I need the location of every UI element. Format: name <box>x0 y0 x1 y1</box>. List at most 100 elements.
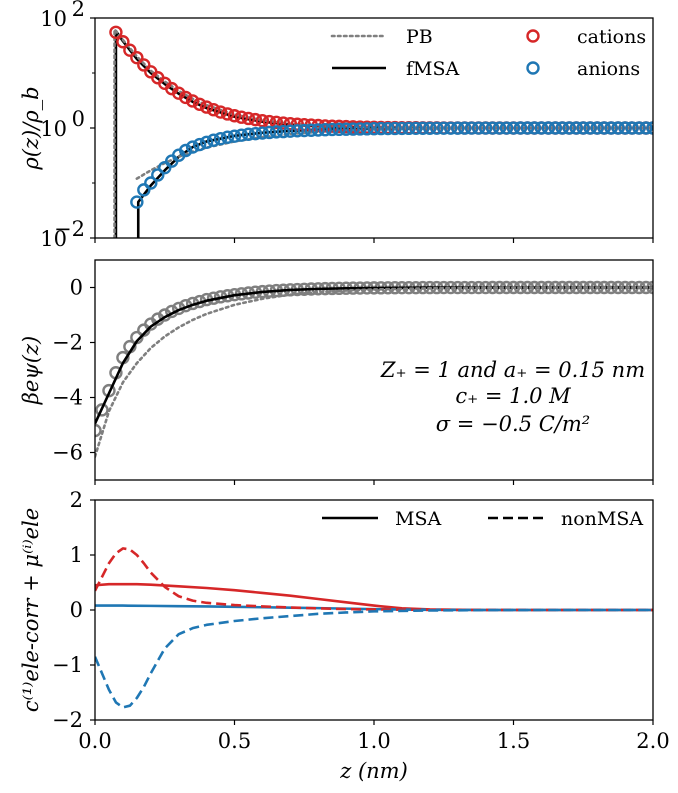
data-point <box>95 403 109 417</box>
data-point <box>506 121 521 135</box>
data-point <box>158 160 172 175</box>
data-point <box>555 121 570 135</box>
x-tick-label: 1.5 <box>497 729 530 753</box>
plot-area <box>95 280 653 458</box>
legend-swatch-anions <box>526 61 540 75</box>
legend-label-anions: anions <box>577 58 640 80</box>
legend-label-fmsa: fMSA <box>406 58 460 80</box>
data-point <box>590 121 604 135</box>
data-point <box>206 133 221 147</box>
data-point <box>283 116 297 131</box>
annotation: Z₊ = 1 and a₊ = 0.15 nmc₊ = 1.0 M σ = −0.… <box>380 358 645 436</box>
data-point <box>123 43 137 57</box>
legend-swatch-cations <box>526 29 540 43</box>
y-tick-label: 0 <box>70 276 83 300</box>
data-point <box>199 100 214 114</box>
data-point <box>192 97 207 111</box>
data-point <box>451 121 465 135</box>
data-point <box>478 121 493 135</box>
data-point <box>311 123 325 137</box>
data-point <box>95 423 102 438</box>
data-point <box>199 135 214 149</box>
data-point <box>213 105 228 119</box>
data-point <box>367 122 381 136</box>
data-point <box>248 112 263 127</box>
data-point <box>339 122 353 136</box>
data-point <box>297 123 311 138</box>
data-point <box>534 121 549 135</box>
y-tick-label: −2 <box>52 331 83 355</box>
data-point <box>185 140 200 154</box>
data-point <box>646 121 653 135</box>
x-tick-label: 0.5 <box>218 729 251 753</box>
data-point <box>485 121 500 135</box>
data-point <box>241 127 256 141</box>
annotation-line: c₊ = 1.0 M <box>455 384 571 408</box>
data-point <box>520 121 535 135</box>
data-point <box>269 125 284 139</box>
data-point <box>220 130 235 144</box>
legend: PB fMSA cations anions <box>330 26 646 80</box>
data-point <box>262 125 277 140</box>
y-tick-label: −6 <box>52 441 83 465</box>
data-point <box>248 126 263 141</box>
data-point <box>192 137 207 152</box>
data-point <box>178 143 193 158</box>
panel-middle: 0 −2 −4 −6 βeψ(z) Z₊ = 1 and a₊ = 0.15 nmc₊ =… <box>19 259 654 485</box>
y-tick-label: 10 <box>40 7 67 31</box>
data-point <box>444 121 458 135</box>
panel-bottom: 0.0 0.5 1.0 1.5 2.0 2 1 0 −1 −2 c⁽¹⁾ele-corr + μ⁽ⁱ… <box>19 488 670 783</box>
data-point <box>276 124 291 139</box>
plot-area <box>95 547 653 709</box>
x-axis-label: z (nm) <box>339 759 408 783</box>
data-point <box>332 122 346 137</box>
data-point <box>255 113 270 128</box>
y-axis-label: βeψ(z) <box>19 336 43 406</box>
x-tick-label: 1.0 <box>357 729 390 753</box>
data-point <box>234 110 249 124</box>
data-point <box>492 121 507 135</box>
y-tick-label: 2 <box>70 488 83 512</box>
data-point <box>583 121 597 135</box>
data-point <box>353 122 367 136</box>
data-point <box>276 116 291 130</box>
data-point <box>569 121 583 135</box>
data-point <box>227 129 242 143</box>
data-point <box>109 25 123 39</box>
data-point <box>430 121 444 135</box>
data-point <box>381 121 395 136</box>
data-point <box>283 124 297 138</box>
data-point <box>206 103 221 117</box>
data-point <box>437 121 451 135</box>
data-point <box>499 121 514 135</box>
data-point <box>597 121 611 135</box>
legend-label-cations: cations <box>577 26 646 48</box>
data-point <box>611 121 625 135</box>
data-point <box>144 176 158 190</box>
legend-label-pb: PB <box>406 26 433 48</box>
data-point <box>130 50 144 65</box>
data-point <box>151 168 165 182</box>
data-point <box>464 121 479 135</box>
data-point <box>255 126 270 140</box>
data-point <box>185 94 200 108</box>
data-point <box>269 115 284 129</box>
series-line-pb <box>95 286 653 458</box>
data-point <box>562 121 576 135</box>
legend-label-msa: MSA <box>395 508 441 530</box>
data-point <box>527 121 542 135</box>
data-point <box>416 121 430 135</box>
data-point <box>632 121 646 135</box>
panels: 10 210 010−2ρ(z)/ρ_bPBfMSAcationsanions0−2… <box>19 0 670 783</box>
data-point <box>241 111 256 126</box>
data-point <box>513 121 528 135</box>
data-point <box>220 107 235 121</box>
data-point <box>409 121 423 136</box>
data-point <box>130 195 144 209</box>
plot-area <box>109 25 653 238</box>
data-point <box>213 131 228 146</box>
y-tick-exponent: 2 <box>72 0 85 21</box>
data-point <box>178 90 193 105</box>
